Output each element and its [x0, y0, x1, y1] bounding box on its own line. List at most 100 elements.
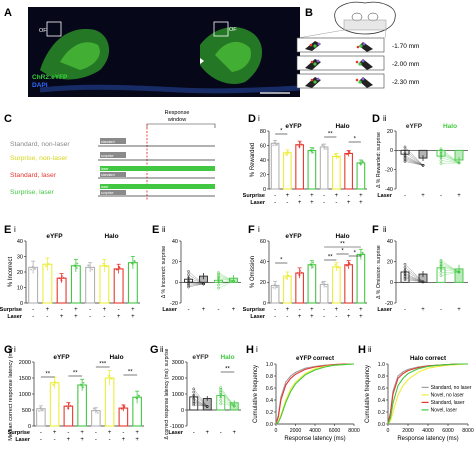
Gii-pair-line [220, 403, 235, 407]
Hii-y-tick-label: 1.0 [378, 362, 385, 368]
Hi-series-line [275, 363, 354, 425]
Fi-point [273, 283, 276, 286]
Di-laser-sign: - [335, 200, 337, 206]
panel-label-g: G [4, 344, 13, 356]
Ei-point [130, 262, 133, 265]
Eii-pair-line [188, 277, 204, 285]
Eii-point [217, 286, 220, 290]
Eii-y-tick-label: -20 [170, 301, 178, 307]
Hii-y-label: Cumulative frequency [365, 365, 371, 423]
Dii-pair-line [440, 160, 460, 164]
panel-c: C Response window Standard, non-laser st… [4, 110, 216, 200]
dapi-band [39, 84, 301, 94]
Gii-pair-line [193, 401, 208, 407]
Dii-pair-line [404, 149, 424, 166]
Hi-x-label: Response latency (ms) [284, 436, 345, 442]
Fii-y-tick-label: 0 [390, 280, 393, 286]
Hi-x-tick-label: 2000 [290, 428, 302, 434]
Dii-laser-label: Laser [377, 193, 393, 199]
Fi-sig-mark: * [341, 249, 344, 255]
Gii-laser-sign: + [232, 430, 236, 436]
panel-label-f: F [248, 224, 255, 236]
Di-y-tick-label: 40 [260, 158, 266, 164]
Hii-legend-label: Standard, laser [431, 400, 465, 406]
section-2 [296, 55, 385, 71]
Ei-point [133, 260, 136, 262]
Fi-surprise-sign: + [286, 307, 290, 313]
Dii-y-tick-label: -40 [385, 187, 393, 193]
Fii-y-tick-label: 40 [387, 239, 393, 245]
Gi-y-tick-label: 1000 [19, 392, 31, 398]
Fi-point [311, 266, 314, 268]
level-2: -2.00 mm [392, 61, 419, 68]
Fi-surprise-sign: - [348, 307, 350, 313]
Ei-y-tick-label: 10 [17, 285, 23, 291]
Di-laser-sign: + [310, 200, 314, 206]
Eii-pair-line [188, 283, 204, 286]
Ei-surprise-sign: + [74, 307, 78, 313]
Eii-y-tick-label: 40 [172, 239, 178, 245]
Di-point [323, 146, 326, 148]
Gii-pair-line [220, 397, 235, 407]
Di-surprise-sign: - [274, 193, 276, 199]
level-1: -1.70 mm [392, 43, 419, 50]
Fii-pair-line [440, 261, 460, 273]
Eii-pair-line [218, 275, 234, 282]
of-box-right [213, 21, 229, 37]
Dii-pair-line [440, 151, 460, 164]
Fi-point [345, 264, 348, 267]
Hii-y-tick-label: 0.4 [378, 398, 385, 404]
panel-letters: D i D ii E i E ii F i F ii G i G ii H i … [4, 113, 387, 356]
Di-bar [332, 155, 341, 190]
section-3 [296, 73, 385, 89]
Fii-point [403, 276, 407, 280]
panel-label-e-i: i [14, 225, 16, 234]
Dii-laser-sign: + [457, 193, 461, 199]
Eii-pair-line [218, 276, 234, 282]
laser-bar-3-label: laser [101, 167, 109, 171]
Hii-x-tick-label: 2000 [402, 428, 414, 434]
Ei-point [33, 267, 36, 270]
Fi-bar [356, 253, 366, 304]
Hii-legend-label: Standard, no laser [431, 385, 472, 391]
Ei-laser-sign: - [32, 314, 34, 320]
Hii-title: Halo correct [410, 355, 446, 362]
Gii-pair-line [193, 403, 208, 407]
Fi-sig-mark: * [280, 258, 283, 264]
Gii-y-label: Δ correct response latency (ms): surpris… [164, 348, 170, 439]
Dii-pair-line [440, 153, 460, 164]
Di-y-tick-label: 60 [260, 143, 266, 149]
Gi-point [54, 380, 57, 383]
Di-y-tick-label: 80 [260, 129, 266, 135]
Fi-bar [344, 264, 353, 304]
Ei-surprise-sign: + [103, 307, 107, 313]
panel-label-g-i: i [14, 345, 16, 354]
panel-label-d2: D [372, 113, 380, 125]
Fi-surprise-sign: + [335, 307, 339, 313]
Di-point [298, 145, 301, 148]
Gi-laser-sign: - [109, 437, 111, 443]
Fi-point [298, 273, 301, 276]
Dii-point [439, 159, 443, 162]
Gi-point [137, 394, 140, 397]
row-label-standard-nonlaser: Standard, non-laser [10, 141, 70, 148]
Eii-laser-label: Laser [162, 307, 178, 313]
Fii-point [403, 278, 407, 282]
Ei-laser-sign: + [74, 314, 78, 320]
Fi-group-halo: Halo [335, 233, 349, 240]
Gi-bar [49, 382, 60, 427]
Hi-x-tick-label: 4000 [309, 428, 321, 434]
Gii-pair-line [193, 398, 208, 407]
Gi-laser-sign: + [135, 437, 139, 443]
Hi-y-label: Cumulative frequency [253, 365, 259, 423]
Eii-pair-line [218, 272, 234, 282]
Eii-y-label: Δ % Incorrect: surprise [161, 246, 167, 298]
Di-laser-sign: - [286, 200, 288, 206]
Gi-point [82, 381, 85, 384]
Fii-pair-line [404, 267, 424, 282]
Di-surprise-sign: - [299, 193, 301, 199]
Gi-point [79, 383, 82, 386]
fluorescence-right-core [215, 41, 251, 72]
Ei-point [87, 264, 90, 267]
Fi-y-tick-label: 0 [263, 301, 266, 307]
